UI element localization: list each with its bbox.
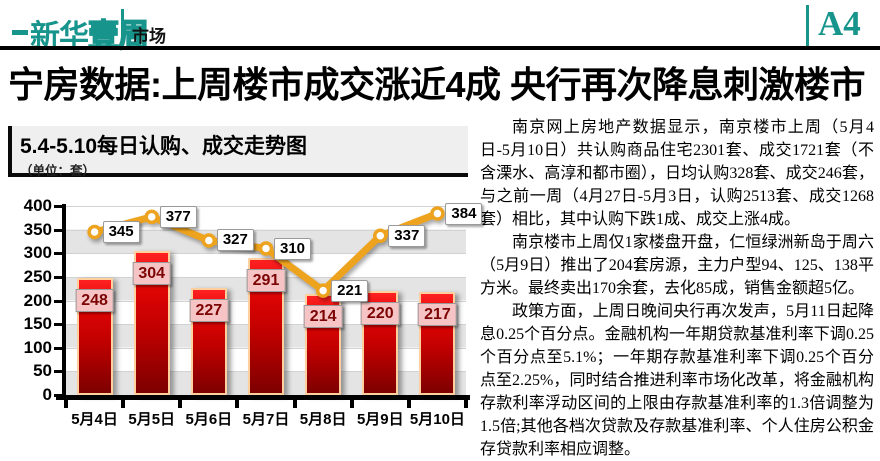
logo-dash-icon — [12, 30, 28, 35]
y-tick-label: 300 — [23, 243, 52, 263]
line-series — [87, 206, 445, 298]
x-tick-label: 5月9日 — [356, 411, 404, 428]
gridline — [66, 229, 466, 231]
y-tick-label: 200 — [23, 290, 52, 310]
bar-value-label: 217 — [418, 303, 457, 327]
headline: 宁房数据:上周楼市成交涨近4成 央行再次降息刺激楼市 — [8, 64, 866, 105]
line-value-label: 345 — [102, 220, 140, 243]
x-tick-label: 5月5日 — [128, 411, 176, 428]
line-value-label: 310 — [274, 237, 312, 260]
section-label: 市场 — [132, 27, 166, 46]
bar-value-label: 304 — [132, 262, 172, 286]
article-paragraph: 南京网上房地产数据显示，南京楼市上周（5月4日-5月10日）共认购商品住宅230… — [480, 119, 874, 228]
y-tick — [54, 228, 62, 232]
x-tick — [64, 400, 68, 408]
y-tick — [54, 252, 62, 256]
chart: 0 50 100 150 200 250 300 350 400 5月4日 5月5日 5月6日 5月7日… — [8, 180, 483, 440]
line-point — [315, 283, 331, 298]
bar-value-label: 227 — [189, 298, 229, 322]
line-value-label: 384 — [445, 202, 483, 225]
y-tick-label: 150 — [23, 314, 52, 334]
page-number: A4 — [818, 4, 861, 43]
x-tick-label: 5月8日 — [299, 411, 347, 428]
y-tick-label: 50 — [33, 361, 52, 381]
x-tick-label: 5月10日 — [409, 411, 465, 428]
y-tick — [54, 370, 62, 374]
x-tick — [406, 400, 411, 408]
x-tick-label: 5月6日 — [185, 411, 233, 428]
y-tick-label: 100 — [23, 337, 52, 357]
y-tick-label: 350 — [23, 219, 52, 239]
x-tick — [464, 400, 468, 408]
bar-value-label: 248 — [75, 288, 114, 312]
figure-title: 5.4-5.10每日认购、成交走势图 — [20, 135, 308, 158]
y-tick — [54, 299, 62, 303]
line-point — [430, 206, 445, 221]
line-point — [373, 228, 388, 244]
x-tick — [235, 400, 240, 408]
x-axis — [56, 395, 470, 400]
y-tick — [54, 346, 62, 350]
figure-unit-note: （单位：套） — [20, 164, 96, 178]
line-value-label: 327 — [216, 229, 254, 252]
bar-value-label: 214 — [303, 304, 343, 328]
y-tick-label: 0 — [42, 385, 52, 404]
line-point — [201, 233, 217, 248]
y-tick-label: 250 — [23, 266, 52, 286]
x-tick — [178, 400, 183, 408]
article-paragraph: 政策方面，上周日晚间央行再次发声，5月11日起降息0.25个百分点。金融机构一年… — [480, 303, 874, 458]
bar-value-label: 291 — [246, 268, 286, 292]
line-point — [87, 224, 102, 240]
figure-title-box: 5.4-5.10每日认购、成交走势图 （单位：套） — [8, 126, 468, 178]
y-tick-label: 400 — [23, 196, 52, 215]
line-value-label: 337 — [388, 224, 426, 247]
y-axis — [62, 204, 66, 399]
gridline — [66, 206, 466, 207]
x-tick-label: 5月4日 — [71, 411, 118, 428]
line-value-label: 221 — [331, 279, 369, 302]
bar-value-label: 220 — [360, 302, 400, 326]
x-tick — [292, 400, 297, 408]
line-point — [144, 209, 159, 225]
line-value-label: 377 — [159, 205, 197, 228]
y-tick — [54, 275, 62, 279]
y-tick — [54, 323, 62, 327]
page-number-divider — [806, 5, 809, 47]
logo-divider — [121, 9, 124, 47]
article-paragraph: 南京楼市上周仅1家楼盘开盘，仁恒绿洲新岛于周六（5月9日）推出了204套房源，主… — [480, 234, 874, 297]
newspaper-page: 新华 壹周 市场 A4 宁房数据:上周楼市成交涨近4成 央行再次降息刺激楼市 5… — [0, 4, 880, 458]
article-text: 南京网上房地产数据显示，南京楼市上周（5月4日-5月10日）共认购商品住宅230… — [480, 116, 874, 461]
x-tick-label: 5月7日 — [242, 411, 290, 428]
y-tick — [54, 205, 62, 208]
x-tick — [349, 400, 354, 408]
masthead-rule — [0, 46, 880, 50]
x-tick — [121, 400, 126, 408]
line-point — [258, 241, 274, 256]
